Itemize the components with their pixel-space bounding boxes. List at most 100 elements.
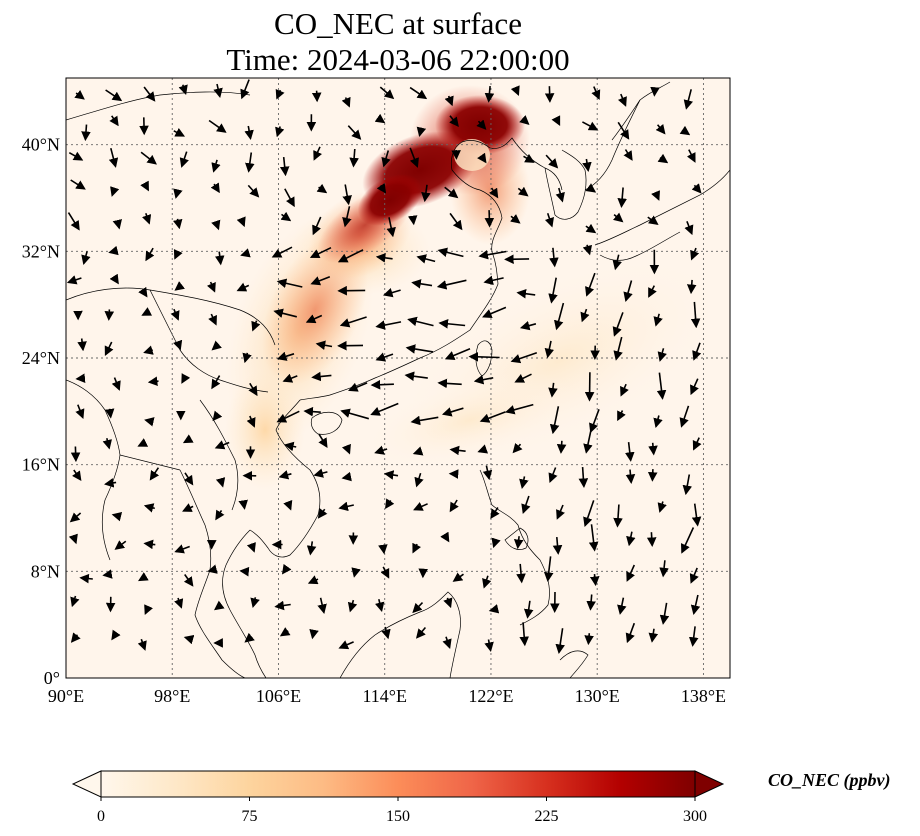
wind-arrow	[172, 218, 183, 230]
wind-arrow	[552, 537, 563, 555]
colorbar-gradient	[100, 770, 696, 798]
wind-arrow	[303, 406, 321, 417]
wind-arrow	[282, 373, 298, 383]
wind-arrow	[380, 566, 390, 579]
wind-arrow	[683, 89, 694, 110]
wind-arrow	[178, 84, 188, 96]
wind-arrow	[504, 403, 534, 415]
wind-arrow	[105, 89, 123, 102]
colorbar-tick-label: 0	[97, 808, 105, 825]
wind-arrow	[591, 86, 601, 100]
lon-tick-label: 106°E	[256, 686, 301, 706]
wind-arrow	[317, 597, 327, 614]
wind-arrow	[370, 402, 399, 416]
wind-arrow	[70, 179, 86, 190]
wind-arrow	[375, 320, 402, 330]
wind-arrow	[108, 147, 119, 168]
wind-arrow	[556, 504, 565, 520]
wind-arrow	[74, 90, 85, 100]
wind-arrow	[208, 119, 227, 133]
wind-arrow	[544, 212, 554, 228]
wind-arrow	[653, 313, 663, 327]
wind-arrow	[412, 446, 424, 456]
wind-arrow	[657, 348, 667, 362]
wind-arrow	[215, 477, 226, 488]
wind-arrow	[582, 158, 592, 172]
wind-arrow	[510, 213, 521, 224]
wind-arrow	[585, 183, 597, 193]
wind-arrow	[310, 275, 331, 286]
wind-arrow	[617, 410, 626, 422]
wind-arrow	[240, 248, 251, 258]
wind-arrow	[104, 309, 115, 321]
wind-arrow	[549, 406, 560, 435]
wind-arrow	[317, 508, 328, 519]
wind-arrow	[625, 622, 636, 644]
wind-arrow	[173, 339, 183, 351]
wind-arrow	[688, 626, 699, 647]
wind-arrow	[144, 417, 155, 427]
wind-arrow	[374, 445, 388, 455]
wind-arrow	[617, 187, 627, 208]
wind-arrow	[140, 151, 157, 165]
wind-arrow	[72, 469, 82, 482]
wind-arrow	[374, 113, 386, 124]
wind-arrow	[544, 86, 555, 103]
wind-arrow	[338, 501, 354, 512]
wind-arrow	[341, 471, 352, 482]
wind-arrow	[104, 478, 117, 488]
wind-arrow	[449, 212, 463, 231]
wind-arrow	[108, 245, 119, 256]
wind-arrow	[691, 503, 702, 527]
colorbar-tick-label: 150	[386, 808, 410, 825]
wind-arrow	[555, 187, 565, 203]
wind-arrow	[211, 340, 222, 351]
wind-arrow	[379, 86, 395, 100]
wind-arrow	[75, 404, 85, 419]
wind-arrow	[584, 633, 594, 646]
wind-arrow	[484, 639, 494, 652]
wind-arrow	[404, 371, 428, 382]
wind-arrow	[67, 212, 80, 231]
wind-arrow	[244, 632, 255, 643]
wind-arrow	[514, 373, 532, 383]
wind-arrow	[102, 438, 112, 450]
wind-arrow	[442, 636, 452, 650]
wind-arrow	[349, 148, 359, 168]
wind-arrow	[238, 499, 248, 510]
wind-arrow	[412, 602, 424, 614]
wind-arrow	[512, 442, 523, 454]
wind-arrow	[381, 626, 391, 640]
wind-arrow	[75, 373, 86, 383]
wind-arrow	[283, 499, 293, 511]
wind-arrow	[483, 275, 504, 286]
wind-arrow	[646, 532, 657, 547]
wind-arrow	[409, 86, 428, 100]
wind-arrow	[342, 206, 352, 228]
wind-arrow	[306, 541, 317, 556]
wind-arrow	[617, 597, 627, 615]
wind-arrow	[583, 427, 593, 454]
wind-arrow	[519, 476, 529, 489]
wind-arrow	[174, 281, 185, 291]
wind-arrow	[375, 352, 394, 362]
wind-arrow	[578, 467, 589, 488]
wind-arrow	[438, 319, 466, 329]
wind-arrow	[104, 341, 114, 357]
colorbar-extend-min	[71, 770, 102, 798]
wind-arrow	[617, 93, 627, 107]
wind-arrow	[77, 338, 87, 352]
colorbar-tick-label: 225	[535, 808, 559, 825]
wind-arrow	[491, 537, 501, 549]
lon-tick-label: 122°E	[468, 686, 513, 706]
wind-arrow	[138, 286, 148, 298]
wind-arrow	[348, 382, 368, 392]
wind-arrow	[149, 467, 160, 481]
wind-arrow	[583, 500, 595, 528]
wind-arrow	[473, 374, 494, 385]
wind-arrow	[444, 348, 471, 360]
wind-arrow	[376, 182, 387, 194]
wind-arrow	[239, 566, 250, 577]
wind-arrow	[110, 186, 120, 197]
